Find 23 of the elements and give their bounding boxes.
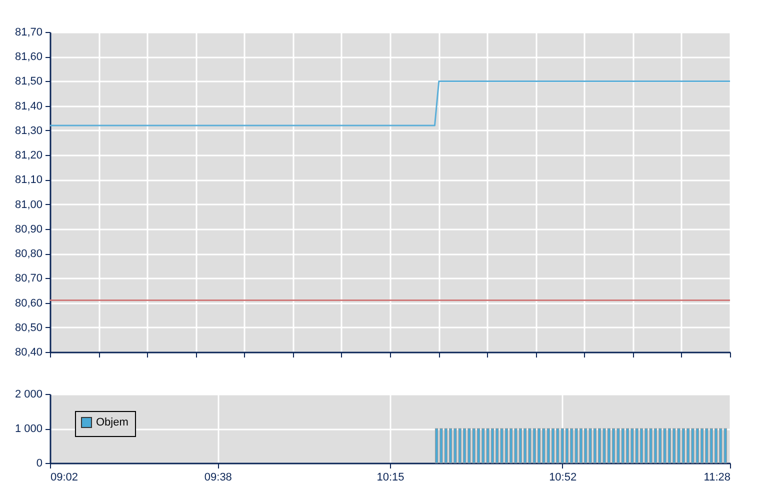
y-tick-label: 81,40 [14,100,42,112]
y-tick-label: 80,40 [14,346,42,358]
y-tick-label: 81,30 [14,124,42,137]
y-tick-label: 81,50 [14,76,42,88]
y-tick-label: 81,60 [14,51,42,64]
y-tick-label: 2 000 [14,388,42,400]
y-tick-label: 80,70 [14,272,42,285]
y-tick-label: 1 000 [14,423,42,435]
x-tick-label: 11:28 [704,472,730,484]
y-tick-label: 80,60 [14,297,42,310]
y-tick-label: 81,10 [14,174,42,186]
y-tick-label: 81,20 [14,150,42,162]
y-tick-label: 80,80 [14,248,42,260]
y-tick-label: 80,90 [14,223,42,236]
x-tick-label: 09:38 [204,472,232,484]
y-tick-label: 81,00 [14,198,42,211]
y-tick-label: 0 [36,458,42,470]
y-tick-label: 81,70 [14,26,42,38]
y-tick-label: 80,50 [14,322,42,334]
x-tick-label: 09:02 [50,472,78,484]
legend-label: Objem [96,416,128,428]
x-tick-label: 10:52 [549,472,577,484]
x-tick-label: 10:15 [376,472,404,484]
